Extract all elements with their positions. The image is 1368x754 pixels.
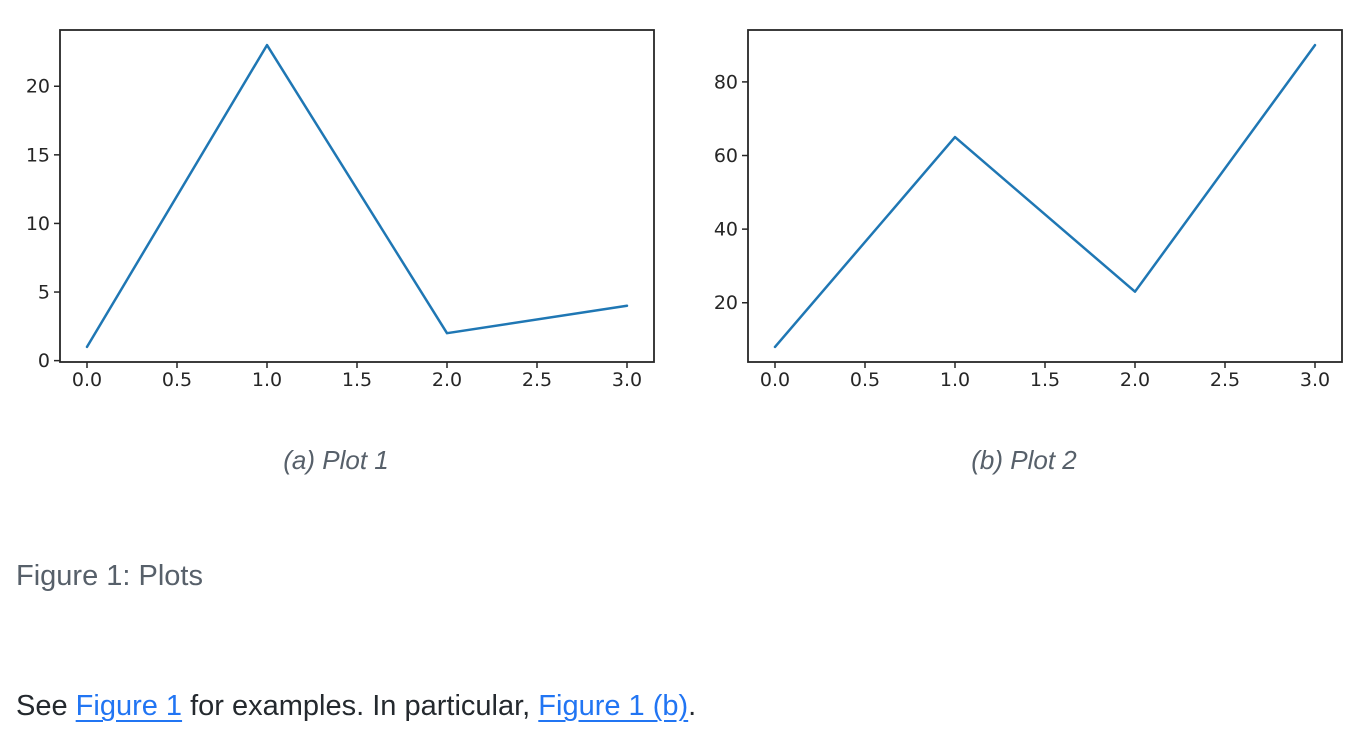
data-line <box>773 43 1317 349</box>
subfigure-a-caption: (a) Plot 1 <box>283 445 389 475</box>
x-tick-label: 2.0 <box>1120 369 1150 388</box>
axes-frame <box>747 29 1343 363</box>
x-tick-label: 2.0 <box>432 369 462 388</box>
x-tick-label: 3.0 <box>1300 369 1330 388</box>
figure-1-link[interactable]: Figure 1 <box>75 690 183 723</box>
body-text-segment: for examples. In particular, <box>182 690 539 723</box>
x-tick-label: 2.5 <box>1210 369 1240 388</box>
figure-row: 0.0 0.5 1.0 1.5 2.0 2.5 3.0 0 5 10 15 20 (a) Plot 1… <box>16 8 1352 476</box>
subfigure-a: 0.0 0.5 1.0 1.5 2.0 2.5 3.0 0 5 10 15 20 (a) Plot 1 <box>16 8 656 476</box>
subfigure-b-caption: (b) Plot 2 <box>971 445 1077 475</box>
subfigure-b: 0.0 0.5 1.0 1.5 2.0 2.5 3.0 20 40 60 80 (b) Plot 2 <box>704 8 1344 476</box>
y-tick-label: 15 <box>26 144 50 166</box>
x-tick-label: 0.5 <box>162 369 192 388</box>
body-text-segment: See <box>16 690 76 723</box>
line-chart: 0.0 0.5 1.0 1.5 2.0 2.5 3.0 0 5 10 15 20 <box>26 29 655 388</box>
y-tick-label: 20 <box>26 76 50 98</box>
y-tick-label: 10 <box>26 213 50 235</box>
body-paragraph: See Figure 1 for examples. In particular… <box>16 688 1352 724</box>
body-text-segment: . <box>688 690 697 723</box>
y-tick-label: 5 <box>38 282 50 304</box>
y-tick-label: 20 <box>714 292 738 314</box>
line-chart: 0.0 0.5 1.0 1.5 2.0 2.5 3.0 20 40 60 80 <box>714 29 1343 388</box>
x-tick-label: 1.0 <box>940 369 970 388</box>
y-tick-label: 0 <box>38 350 50 372</box>
x-tick-label: 2.5 <box>522 369 552 388</box>
y-tick-label: 80 <box>714 71 738 93</box>
x-tick-label: 1.5 <box>1030 369 1060 388</box>
x-tick-label: 1.0 <box>252 369 282 388</box>
x-tick-label: 0.0 <box>760 369 790 388</box>
y-tick-label: 60 <box>714 145 738 167</box>
data-line <box>85 43 629 349</box>
plot-b-canvas: 0.0 0.5 1.0 1.5 2.0 2.5 3.0 20 40 60 80 <box>704 8 1344 388</box>
document-page: 0.0 0.5 1.0 1.5 2.0 2.5 3.0 0 5 10 15 20 (a) Plot 1… <box>16 8 1352 724</box>
plot-a-canvas: 0.0 0.5 1.0 1.5 2.0 2.5 3.0 0 5 10 15 20 <box>16 8 656 388</box>
axes-frame <box>59 29 655 363</box>
y-tick-label: 40 <box>714 219 738 241</box>
figure-1b-link[interactable]: Figure 1 (b) <box>538 690 689 723</box>
x-tick-label: 0.0 <box>72 369 102 388</box>
figure-caption: Figure 1: Plots <box>16 559 203 592</box>
x-tick-label: 0.5 <box>850 369 880 388</box>
x-tick-label: 3.0 <box>612 369 642 388</box>
x-tick-label: 1.5 <box>342 369 372 388</box>
